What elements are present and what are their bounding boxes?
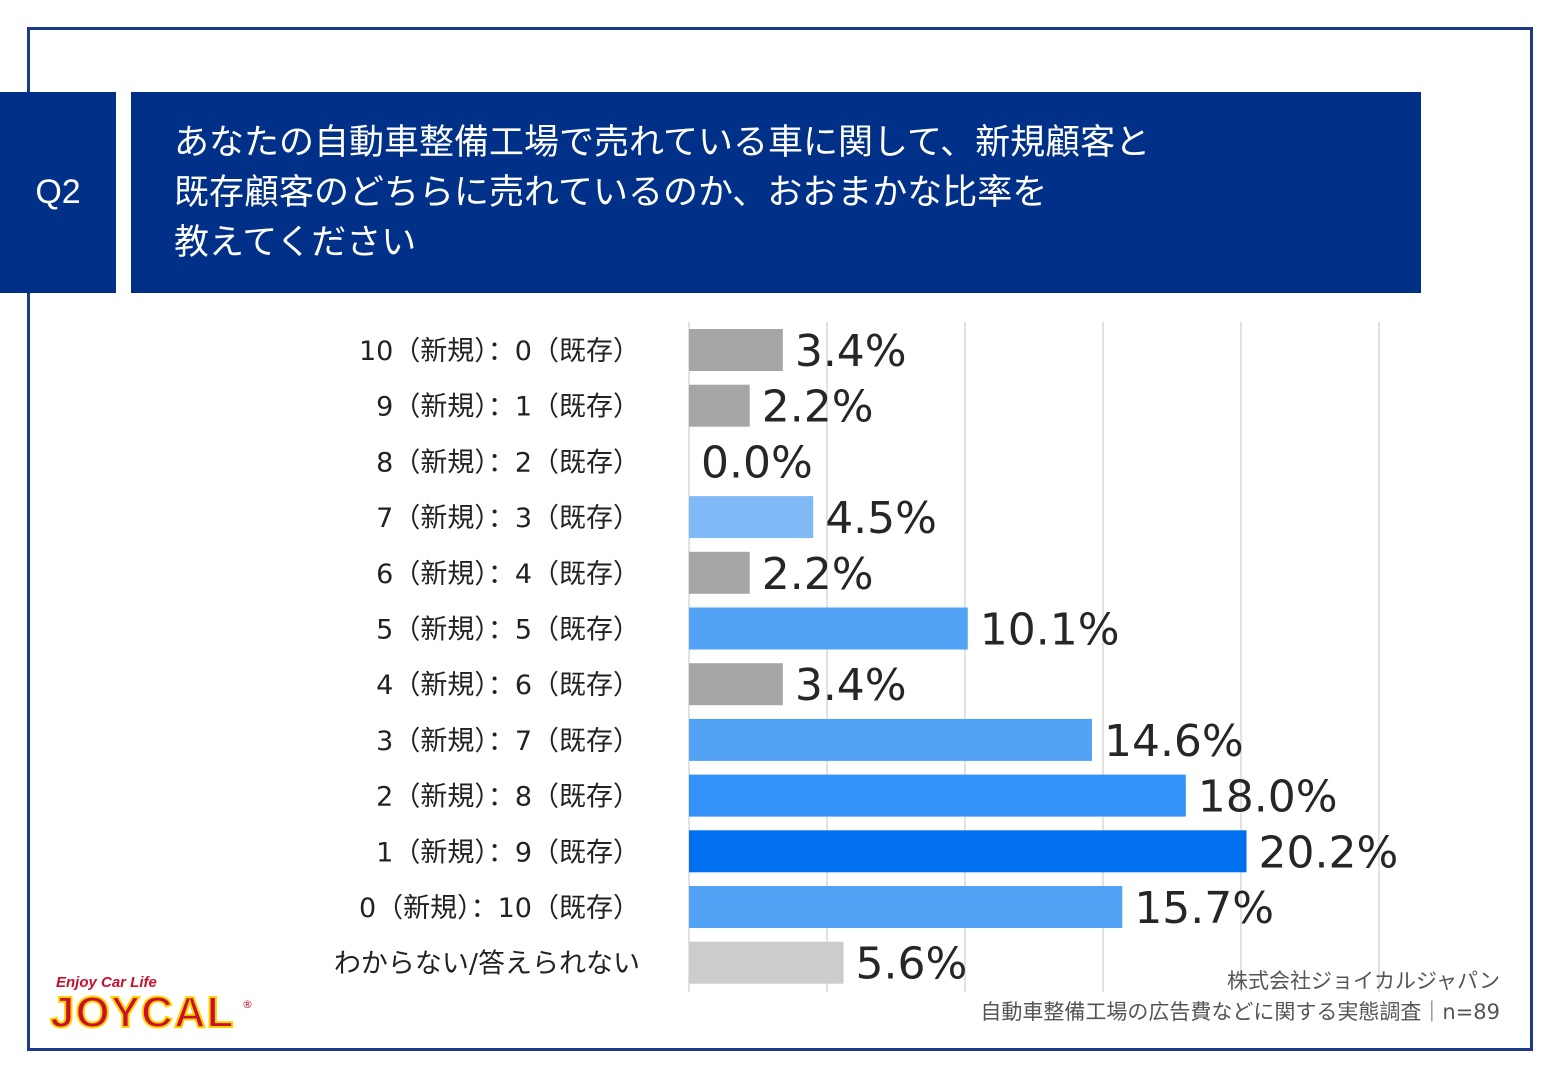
joycal-logo: Enjoy Car Life JOYCAL ®: [49, 968, 255, 1040]
bar: [689, 329, 783, 371]
data-label: 2.2%: [762, 549, 874, 600]
data-label: 2.2%: [762, 382, 874, 433]
footer: 株式会社ジョイカルジャパン 自動車整備工場の広告費などに関する実態調査｜n=89: [980, 966, 1500, 1028]
logo-wordmark: JOYCAL: [49, 987, 235, 1038]
bar: [689, 774, 1186, 817]
logo-tagline: Enjoy Car Life: [56, 974, 157, 991]
category-label: 8（新規）：2（既存）: [376, 447, 640, 478]
bar: [689, 941, 844, 984]
category-label: 3（新規）：7（既存）: [376, 726, 640, 757]
data-label: 4.5%: [825, 493, 937, 544]
bar: [689, 718, 1092, 761]
bar: [689, 663, 783, 706]
category-label: わからない/答えられない: [334, 949, 640, 980]
question-line-1: あなたの自動車整備工場で売れている車に関して、新規顧客と: [174, 123, 1151, 163]
slide-frame: [27, 27, 1533, 1051]
bar: [689, 551, 750, 594]
bar: [689, 384, 750, 427]
footer-survey: 自動車整備工場の広告費などに関する実態調査｜n=89: [980, 1000, 1500, 1024]
data-label: 3.4%: [795, 326, 907, 377]
data-label: 5.6%: [856, 939, 968, 990]
question-line-3: 教えてください: [174, 223, 417, 263]
category-label: 10（新規）：0（既存）: [359, 336, 640, 367]
data-label: 10.1%: [980, 605, 1120, 656]
data-label: 14.6%: [1104, 716, 1244, 767]
category-label: 7（新規）：3（既存）: [376, 503, 640, 534]
footer-company: 株式会社ジョイカルジャパン: [1227, 969, 1500, 993]
category-label: 1（新規）：9（既存）: [376, 837, 640, 868]
question-number: Q2: [35, 173, 81, 211]
bar: [689, 830, 1247, 873]
data-label: 15.7%: [1134, 883, 1274, 934]
bar: [689, 886, 1123, 928]
category-label: 5（新規）：5（既存）: [376, 615, 640, 646]
question-tag: Q2: [0, 92, 116, 293]
bar: [689, 496, 814, 539]
data-label: 20.2%: [1259, 827, 1399, 878]
category-label: 2（新規）：8（既存）: [376, 782, 640, 813]
question-box: あなたの自動車整備工場で売れている車に関して、新規顧客と 既存顧客のどちらに売れ…: [131, 92, 1421, 293]
data-label: 3.4%: [795, 660, 907, 711]
data-label: 18.0%: [1198, 772, 1338, 823]
category-label: 9（新規）：1（既存）: [376, 392, 640, 423]
category-label: 6（新規）：4（既存）: [376, 559, 640, 590]
logo-registered-mark: ®: [242, 998, 253, 1011]
data-label: 0.0%: [701, 437, 813, 488]
category-label: 4（新規）：6（既存）: [376, 670, 640, 701]
bar: [689, 607, 968, 650]
category-label: 0（新規）：10（既存）: [359, 893, 640, 924]
question-line-2: 既存顧客のどちらに売れているのか、おおまかな比率を: [174, 173, 1048, 213]
